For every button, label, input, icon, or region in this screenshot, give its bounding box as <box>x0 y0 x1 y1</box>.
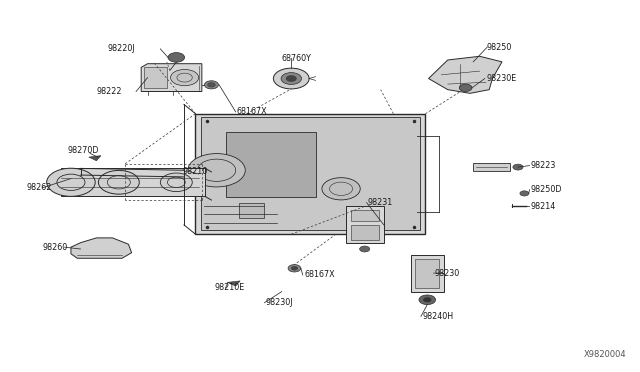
Polygon shape <box>145 67 167 88</box>
Circle shape <box>288 264 301 272</box>
Polygon shape <box>346 206 384 243</box>
Polygon shape <box>411 255 444 292</box>
Circle shape <box>520 191 529 196</box>
Polygon shape <box>71 238 132 258</box>
Text: 68167X: 68167X <box>304 270 335 279</box>
Circle shape <box>273 68 309 89</box>
Text: 98250D: 98250D <box>531 185 563 194</box>
Circle shape <box>322 178 360 200</box>
Circle shape <box>460 84 472 92</box>
Text: 98250: 98250 <box>486 42 511 51</box>
Text: 68760Y: 68760Y <box>282 54 312 62</box>
Circle shape <box>291 266 298 270</box>
Polygon shape <box>351 225 379 240</box>
Text: 98222: 98222 <box>97 87 122 96</box>
Circle shape <box>286 76 296 81</box>
Polygon shape <box>226 132 316 197</box>
Text: 98214: 98214 <box>531 202 556 211</box>
Text: X9820004: X9820004 <box>584 350 627 359</box>
Polygon shape <box>239 203 264 218</box>
Polygon shape <box>200 118 420 231</box>
Circle shape <box>513 164 523 170</box>
Polygon shape <box>141 64 202 92</box>
Text: 98230E: 98230E <box>486 74 516 83</box>
Text: 98262: 98262 <box>26 183 52 192</box>
Text: 98260: 98260 <box>42 243 67 251</box>
Text: 98231: 98231 <box>368 198 393 207</box>
Text: 98210E: 98210E <box>214 283 245 292</box>
Circle shape <box>171 70 198 86</box>
Circle shape <box>360 246 370 252</box>
Text: 98230: 98230 <box>435 269 460 278</box>
Circle shape <box>207 83 215 87</box>
Circle shape <box>204 81 218 89</box>
Circle shape <box>47 168 95 196</box>
Circle shape <box>281 73 301 84</box>
Circle shape <box>419 295 436 305</box>
Text: 98230J: 98230J <box>266 298 293 307</box>
Text: 98270D: 98270D <box>68 146 99 155</box>
Text: 68167X: 68167X <box>237 108 268 116</box>
Text: 98210: 98210 <box>182 167 208 176</box>
Circle shape <box>188 154 245 187</box>
Circle shape <box>424 298 431 302</box>
Text: 98220J: 98220J <box>107 44 135 53</box>
Circle shape <box>168 52 184 62</box>
Bar <box>415 259 440 288</box>
Text: 98223: 98223 <box>531 161 556 170</box>
Polygon shape <box>473 163 510 171</box>
Circle shape <box>99 170 140 194</box>
Polygon shape <box>61 168 205 196</box>
Polygon shape <box>227 281 240 286</box>
Circle shape <box>161 173 192 192</box>
Text: 98240H: 98240H <box>422 312 453 321</box>
Polygon shape <box>351 210 379 221</box>
Polygon shape <box>195 114 426 234</box>
Polygon shape <box>89 155 101 161</box>
Polygon shape <box>429 56 502 93</box>
